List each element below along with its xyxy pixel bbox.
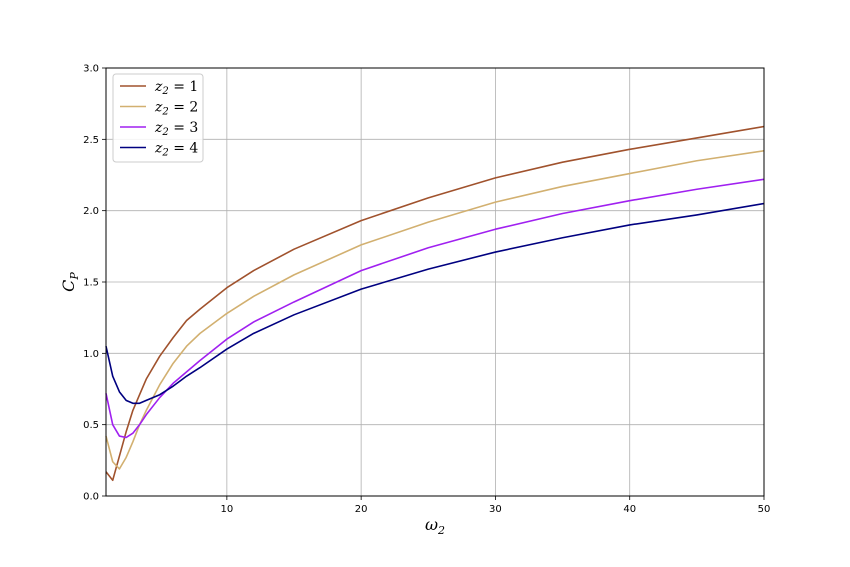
y-tick-label: 1.5: [83, 278, 99, 289]
y-tick-label: 2.0: [83, 206, 99, 217]
legend: z2 = 1 z2 = 2 z2 = 3 z2 = 4: [112, 73, 204, 163]
series-line-z2-1: [105, 125, 765, 482]
y-tick-label: 1.0: [83, 349, 99, 360]
legend-entry-label: z2 = 2: [154, 100, 198, 118]
y-axis-label: CP: [59, 272, 81, 292]
series-lines: [105, 125, 765, 482]
legend-entry-label: z2 = 3: [154, 120, 198, 138]
series-line-z2-2: [105, 149, 765, 470]
series-line-z2-4: [105, 202, 765, 405]
x-tick-label: 30: [489, 504, 502, 515]
legend-entry-label: z2 = 4: [154, 141, 198, 159]
x-axis-ticks: 10 20 30 40 50: [220, 496, 770, 515]
x-tick-label: 50: [758, 504, 771, 515]
y-tick-label: 2.5: [83, 135, 99, 146]
y-tick-label: 3.0: [83, 64, 99, 75]
x-tick-label: 40: [623, 504, 636, 515]
y-tick-label: 0.5: [83, 420, 99, 431]
legend-box: [112, 73, 204, 163]
x-axis-label: ω2: [425, 515, 445, 537]
legend-entry-label: z2 = 1: [154, 79, 198, 97]
y-axis-ticks: 0.0 0.5 1.0 1.5 2.0 2.5 3.0: [83, 64, 106, 503]
series-line-z2-3: [105, 178, 765, 439]
x-tick-label: 10: [220, 504, 233, 515]
x-tick-label: 20: [355, 504, 368, 515]
y-tick-label: 0.0: [83, 492, 99, 503]
grid-lines: [106, 67, 765, 497]
